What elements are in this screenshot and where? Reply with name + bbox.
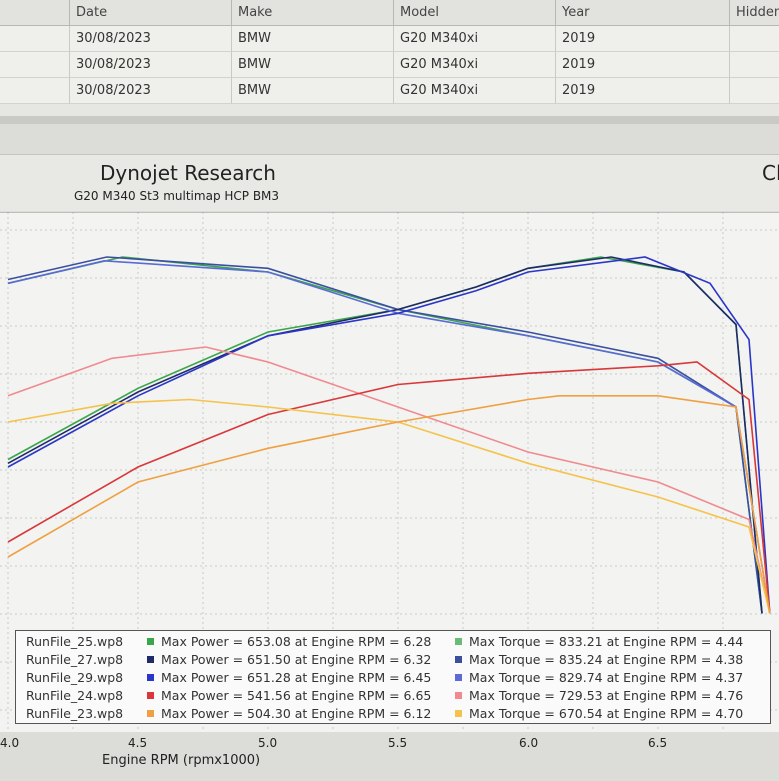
pane-splitter[interactable] xyxy=(0,116,779,126)
table-cell-hidden[interactable] xyxy=(730,78,779,104)
x-tick-label: 5.5 xyxy=(388,736,408,750)
legend-max-torque: Max Torque = 835.24 at Engine RPM = 4.38 xyxy=(469,652,744,667)
table-row-cell[interactable] xyxy=(0,26,70,52)
table-cell-hidden[interactable] xyxy=(730,52,779,78)
legend-torque-swatch xyxy=(455,674,462,681)
legend-row: RunFile_27.wp8 Max Power = 651.50 at Eng… xyxy=(16,651,770,669)
x-tick-label: 4.5 xyxy=(128,736,148,750)
power-curve-RunFile_23.wp8 xyxy=(7,395,771,614)
legend-max-power: Max Power = 651.50 at Engine RPM = 6.32 xyxy=(161,652,432,667)
legend-max-torque: Max Torque = 833.21 at Engine RPM = 4.44 xyxy=(469,634,744,649)
legend-row: RunFile_25.wp8 Max Power = 653.08 at Eng… xyxy=(16,633,770,651)
legend-file: RunFile_29.wp8 xyxy=(26,670,124,685)
legend-power-swatch xyxy=(147,638,154,645)
legend-max-power: Max Power = 504.30 at Engine RPM = 6.12 xyxy=(161,706,432,721)
table-row-cell[interactable] xyxy=(0,78,70,104)
table-header-year[interactable]: Year xyxy=(556,0,730,26)
plot-gridlines xyxy=(0,212,779,732)
table-cell-year[interactable]: 2019 xyxy=(556,26,730,52)
table-cell-make[interactable]: BMW xyxy=(232,52,394,78)
legend-max-power: Max Power = 651.28 at Engine RPM = 6.45 xyxy=(161,670,432,685)
legend-power-swatch xyxy=(147,674,154,681)
table-header-make[interactable]: Make xyxy=(232,0,394,26)
table-cell-model[interactable]: G20 M340xi xyxy=(394,26,556,52)
table-cell-hidden[interactable] xyxy=(730,26,779,52)
table-cell-model[interactable]: G20 M340xi xyxy=(394,52,556,78)
table-cell-date[interactable]: 30/08/2023 xyxy=(70,78,232,104)
legend-power-swatch xyxy=(147,692,154,699)
torque-curve-RunFile_29.wp8 xyxy=(7,259,771,614)
x-tick-label: 4.0 xyxy=(0,736,20,750)
table-cell-date[interactable]: 30/08/2023 xyxy=(70,52,232,78)
table-header-model[interactable]: Model xyxy=(394,0,556,26)
table-cell-year[interactable]: 2019 xyxy=(556,78,730,104)
legend-max-torque: Max Torque = 670.54 at Engine RPM = 4.70 xyxy=(469,706,744,721)
x-tick-label: 6.5 xyxy=(648,736,668,750)
chart-header: Dynojet Research G20 M340 St3 multimap H… xyxy=(0,154,779,211)
table-header-blank[interactable] xyxy=(0,0,70,26)
legend-torque-swatch xyxy=(455,692,462,699)
legend-max-torque: Max Torque = 829.74 at Engine RPM = 4.37 xyxy=(469,670,744,685)
table-cell-date[interactable]: 30/08/2023 xyxy=(70,26,232,52)
legend-row: RunFile_24.wp8 Max Power = 541.56 at Eng… xyxy=(16,687,770,705)
legend-file: RunFile_23.wp8 xyxy=(26,706,124,721)
legend-torque-swatch xyxy=(455,656,462,663)
table-row-partial[interactable] xyxy=(0,104,779,118)
legend-max-power: Max Power = 541.56 at Engine RPM = 6.65 xyxy=(161,688,432,703)
legend-file: RunFile_25.wp8 xyxy=(26,634,124,649)
chart-corner-label: Cl xyxy=(762,161,779,185)
legend-max-torque: Max Torque = 729.53 at Engine RPM = 4.76 xyxy=(469,688,744,703)
legend-max-power: Max Power = 653.08 at Engine RPM = 6.28 xyxy=(161,634,432,649)
chart-title: Dynojet Research xyxy=(100,161,276,185)
chart-subtitle: G20 M340 St3 multimap HCP BM3 xyxy=(74,189,280,203)
plot-curves xyxy=(7,256,771,614)
legend-power-swatch xyxy=(147,656,154,663)
table-header-hidden[interactable]: Hidden xyxy=(730,0,779,26)
x-axis-label: Engine RPM (rpmx1000) xyxy=(102,753,261,768)
legend-file: RunFile_24.wp8 xyxy=(26,688,124,703)
run-table: Date Make Model Year Hidden 30/08/2023 B… xyxy=(0,0,779,118)
legend-torque-swatch xyxy=(455,710,462,717)
x-tick-label: 6.0 xyxy=(519,736,539,750)
power-curve-RunFile_24.wp8 xyxy=(7,361,771,614)
legend-power-swatch xyxy=(147,710,154,717)
legend-row: RunFile_23.wp8 Max Power = 504.30 at Eng… xyxy=(16,705,770,723)
power-curve-RunFile_27.wp8 xyxy=(7,256,763,614)
legend-torque-swatch xyxy=(455,638,462,645)
legend-file: RunFile_27.wp8 xyxy=(26,652,124,667)
power-curve-RunFile_29.wp8 xyxy=(7,256,771,614)
table-cell-year[interactable]: 2019 xyxy=(556,52,730,78)
table-cell-make[interactable]: BMW xyxy=(232,26,394,52)
table-row-cell[interactable] xyxy=(0,52,70,78)
legend-box: RunFile_25.wp8 Max Power = 653.08 at Eng… xyxy=(15,630,771,724)
x-tick-label: 5.0 xyxy=(258,736,278,750)
torque-curve-RunFile_24.wp8 xyxy=(7,346,771,614)
table-cell-make[interactable]: BMW xyxy=(232,78,394,104)
table-header-date[interactable]: Date xyxy=(70,0,232,26)
table-cell-model[interactable]: G20 M340xi xyxy=(394,78,556,104)
legend-row: RunFile_29.wp8 Max Power = 651.28 at Eng… xyxy=(16,669,770,687)
